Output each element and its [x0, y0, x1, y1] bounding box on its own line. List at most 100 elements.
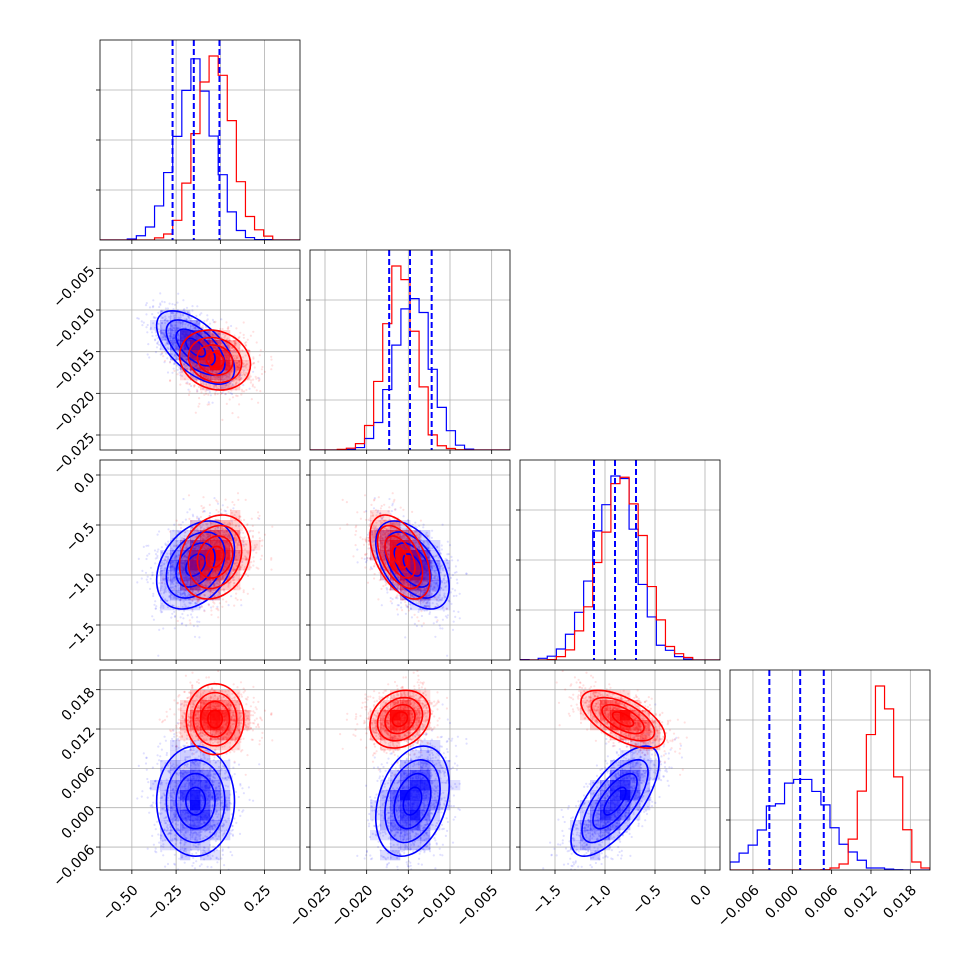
scatter-point: [194, 328, 198, 331]
scatter-point: [194, 536, 197, 539]
scatter-point: [238, 515, 241, 518]
scatter-point: [166, 346, 169, 349]
scatter-point: [182, 309, 185, 312]
scatter-point: [166, 557, 169, 561]
scatter-point: [255, 543, 258, 546]
scatter-point: [173, 610, 176, 613]
scatter-point: [173, 615, 177, 618]
scatter-point: [168, 327, 171, 330]
scatter-point: [195, 314, 198, 317]
scatter-point: [158, 628, 161, 631]
scatter-point: [163, 319, 166, 322]
scatter-point: [160, 352, 164, 355]
scatter-point: [181, 592, 184, 595]
scatter-point: [163, 329, 166, 332]
scatter-point: [185, 359, 188, 362]
scatter-point: [154, 338, 157, 341]
scatter-point: [235, 327, 238, 330]
scatter-point: [184, 323, 187, 326]
scatter-point: [186, 542, 189, 545]
scatter-point: [148, 587, 152, 590]
scatter-point: [205, 376, 208, 379]
scatter-point: [162, 333, 165, 336]
scatter-point: [223, 374, 226, 377]
scatter-point: [173, 576, 176, 579]
scatter-point: [173, 588, 176, 591]
scatter-point: [242, 589, 245, 592]
scatter-point: [199, 600, 203, 603]
scatter-point: [244, 543, 247, 546]
scatter-point: [175, 555, 178, 558]
scatter-point: [227, 534, 230, 537]
scatter-point: [237, 337, 240, 340]
scatter-point: [171, 337, 175, 340]
scatter-point: [205, 584, 208, 587]
scatter-point: [229, 535, 232, 538]
scatter-point: [209, 375, 213, 378]
scatter-point: [203, 528, 206, 531]
scatter-point: [204, 375, 208, 378]
scatter-point: [154, 562, 157, 565]
scatter-point: [257, 379, 260, 382]
density-cell: [160, 310, 171, 321]
scatter-point: [172, 308, 175, 311]
scatter-point: [246, 338, 249, 341]
scatter-point: [165, 352, 168, 355]
scatter-point: [200, 584, 204, 587]
scatter-point: [169, 596, 172, 599]
scatter-point: [159, 353, 162, 356]
density-cell: [200, 340, 211, 351]
scatter-point: [181, 314, 185, 317]
scatter-point: [182, 363, 186, 366]
scatter-point: [173, 544, 176, 547]
scatter-point: [242, 591, 245, 594]
scatter-point: [252, 361, 255, 364]
scatter-point: [142, 545, 145, 548]
scatter-point: [201, 324, 205, 327]
scatter-point: [165, 342, 168, 345]
scatter-point: [224, 373, 227, 376]
scatter-point: [145, 302, 148, 305]
scatter-point: [220, 392, 223, 395]
scatter-point: [198, 322, 201, 325]
scatter-point: [177, 327, 180, 330]
scatter-point: [201, 534, 204, 537]
scatter-point: [244, 343, 247, 347]
density-cell: [190, 360, 201, 371]
scatter-point: [159, 303, 162, 306]
scatter-point: [179, 374, 182, 377]
scatter-point: [196, 620, 199, 623]
scatter-point: [186, 311, 189, 314]
scatter-point: [220, 526, 223, 529]
scatter-point: [225, 530, 228, 533]
scatter-point: [179, 593, 182, 596]
scatter-point: [154, 316, 157, 319]
scatter-point: [209, 589, 213, 592]
scatter-point: [235, 370, 238, 373]
scatter-point: [217, 379, 220, 382]
scatter-point: [171, 580, 174, 583]
scatter-point: [235, 381, 238, 384]
density-cell: [180, 320, 191, 331]
scatter-point: [173, 361, 176, 365]
scatter-point: [225, 338, 228, 341]
scatter-point: [185, 360, 188, 363]
scatter-point: [160, 604, 163, 607]
scatter-point: [209, 590, 212, 593]
scatter-point: [222, 384, 226, 387]
scatter-point: [250, 398, 253, 401]
density-cell: [160, 320, 171, 331]
scatter-point: [206, 389, 209, 392]
scatter-point: [198, 524, 201, 527]
scatter-point: [223, 336, 226, 339]
scatter-point: [136, 581, 139, 584]
scatter-point: [167, 540, 170, 543]
scatter-point: [153, 339, 157, 342]
scatter-point: [164, 317, 167, 320]
density-cell: [220, 330, 231, 341]
density-cell: [180, 310, 191, 321]
scatter-point: [203, 510, 206, 513]
scatter-point: [178, 366, 181, 369]
scatter-point: [207, 375, 210, 378]
scatter-point: [232, 569, 235, 572]
